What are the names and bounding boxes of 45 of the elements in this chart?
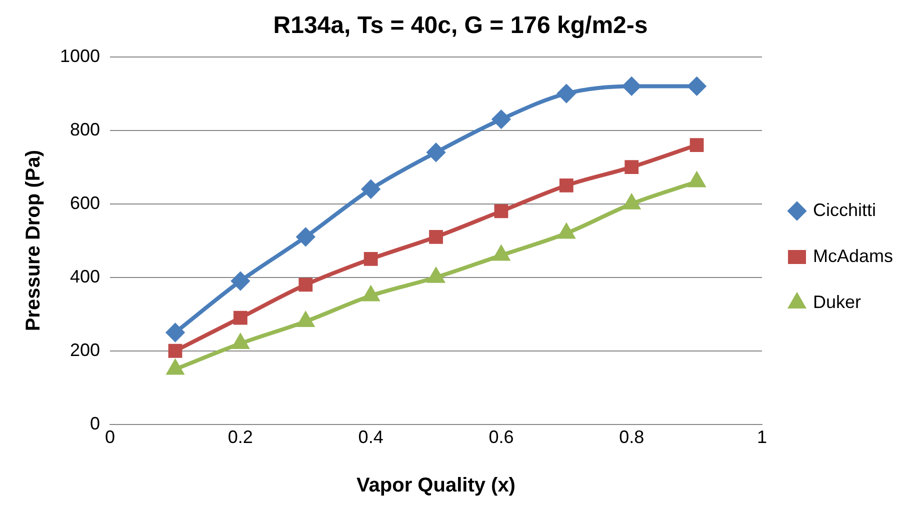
x-tick-label: 0.2 <box>228 427 253 448</box>
x-axis-title: Vapor Quality (x) <box>356 474 516 497</box>
point <box>362 286 379 302</box>
point <box>622 77 641 96</box>
point <box>690 138 704 152</box>
point <box>494 204 508 218</box>
point <box>296 228 315 246</box>
point <box>298 312 314 327</box>
point <box>166 324 184 342</box>
point <box>557 84 576 103</box>
point <box>558 224 574 239</box>
point <box>167 360 184 375</box>
y-axis-title: Pressure Drop (Pa) <box>22 150 45 332</box>
y-tick-label: 1000 <box>60 46 100 66</box>
y-tick-label: 200 <box>70 340 100 360</box>
y-tick-label: 0 <box>90 413 100 434</box>
x-tick-label: 0.8 <box>619 427 644 448</box>
x-tick-label: 0 <box>105 427 116 448</box>
point <box>493 246 510 261</box>
point <box>233 310 248 325</box>
point <box>298 278 313 292</box>
legend-label: McAdams <box>812 246 893 266</box>
point <box>624 160 639 174</box>
y-tick-label: 400 <box>70 266 100 286</box>
point <box>688 172 705 188</box>
point <box>559 178 574 192</box>
point <box>231 272 250 290</box>
point <box>232 334 248 350</box>
x-tick-label: 1 <box>756 427 767 448</box>
chart-title: R134a, Ts = 40c, G = 176 kg/m2-s <box>273 12 648 40</box>
point <box>364 252 378 266</box>
point <box>168 344 182 358</box>
point <box>427 143 446 162</box>
point <box>688 77 706 96</box>
legend-label: Cicchitti <box>812 200 876 220</box>
x-tick-label: 0.4 <box>358 427 384 448</box>
y-tick-label: 800 <box>70 119 100 140</box>
point <box>429 230 443 244</box>
point <box>492 110 510 128</box>
point <box>428 268 444 283</box>
point <box>624 194 640 210</box>
x-tick-label: 0.6 <box>488 427 514 448</box>
y-tick-label: 600 <box>70 192 100 213</box>
point <box>362 180 380 198</box>
legend-label: Duker <box>812 292 862 312</box>
